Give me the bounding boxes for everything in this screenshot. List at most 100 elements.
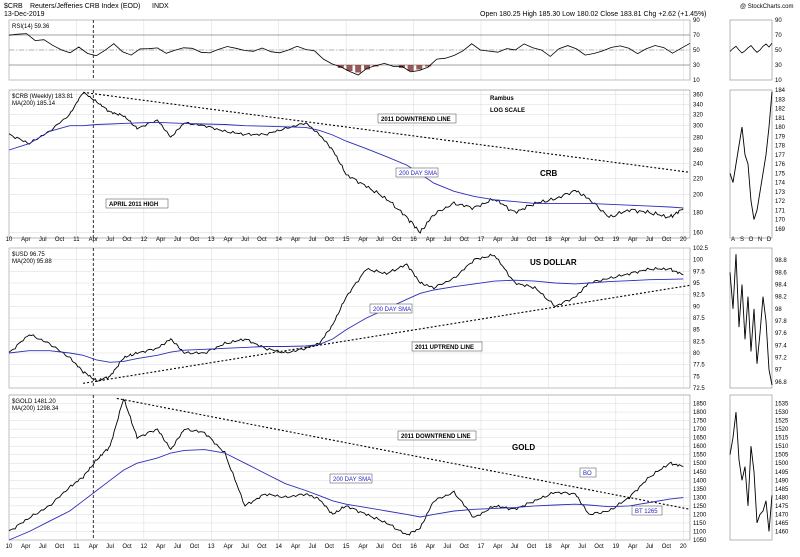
gold-panel-daily-y-tick-label: 1515 [775,436,789,442]
gold-panel-y-tick-label: 1100 [693,529,707,535]
crb-panel-price-line [8,92,684,234]
crb-panel-y-tick-label: 220 [693,176,704,182]
usd-panel-ma200-line [8,278,684,363]
x-tick-label: 15 [343,544,350,550]
usd-panel-y-tick-label: 80 [693,351,700,357]
crb-panel-daily-y-tick-label: 175 [775,171,786,177]
x-tick-label: Jul [646,544,654,550]
x-tick-label: Jul [511,237,519,243]
usd-panel-y-tick-label: 85 [693,328,700,334]
gold-panel-y-tick-label: 1350 [693,487,707,493]
usd-panel-y-tick-label: 97.5 [693,269,705,275]
x-tick-label: 19 [612,237,619,243]
x-tick-label: Apr [223,237,232,243]
x-tick-label: 12 [141,544,148,550]
usd-panel-daily-y-tick-label: 97.8 [775,319,787,325]
daily-month-label: S [740,237,744,243]
usd-panel-daily-y-tick-label: 97 [775,368,782,374]
gold-panel-daily-y-tick-label: 1465 [775,521,789,527]
header-exchange: INDX [152,3,169,10]
rsi-legend: RSI(14) 59.36 [12,24,50,30]
gold-panel-daily-y-tick-label: 1480 [775,495,789,501]
crb-panel-daily-y-tick-label: 183 [775,97,786,103]
x-tick-label: Jul [578,544,586,550]
x-tick-label: Oct [527,544,537,550]
rsi-daily-y-tick-label: 10 [775,78,782,84]
gold-panel-daily-y-tick-label: 1500 [775,461,789,467]
crb-panel-y-tick-label: 340 [693,102,704,108]
daily-month-label: N [758,237,762,243]
x-tick-label: 10 [6,237,13,243]
gold-panel-daily-y-tick-label: 1490 [775,478,789,484]
usd-panel-ma-legend: MA(200) 95.88 [12,259,52,265]
usd-panel-daily-frame [729,247,773,389]
x-tick-label: 14 [275,544,282,550]
gold-panel-y-tick-label: 1300 [693,495,707,501]
usd-panel-y-tick-label: 100 [693,258,704,264]
x-tick-label: Apr [358,544,367,550]
usd-panel-trendline [83,284,691,384]
daily-month-label: D [767,237,772,243]
x-tick-label: Apr [561,237,570,243]
x-tick-label: Jul [106,237,114,243]
gold-panel-frame [8,394,691,541]
gold-bo-label: BO [583,471,592,477]
x-tick-label: Apr [291,544,300,550]
log-scale-label: LOG SCALE [490,108,525,114]
usd-panel-daily-y-tick-label: 97.6 [775,331,787,337]
x-tick-label: Jul [39,237,47,243]
x-tick-label: Apr [493,544,502,550]
x-tick-label: Jul [511,544,519,550]
x-tick-label: Oct [55,544,65,550]
crb-trendline-label: 2011 DOWNTREND LINE [381,117,451,123]
crb-panel-y-tick-label: 240 [693,162,704,168]
x-tick-label: Oct [325,237,335,243]
x-tick-label: Jul [309,237,317,243]
gold-panel-daily-y-tick-label: 1475 [775,504,789,510]
rsi-daily-y-tick-label: 70 [775,33,782,39]
x-tick-label: 17 [478,544,485,550]
x-tick-label: Oct [459,237,469,243]
x-tick-label: 13 [208,237,215,243]
x-tick-label: 17 [478,237,485,243]
rsi-panel-y-tick-label: 70 [693,33,700,39]
gold-panel-y-tick-label: 1200 [693,512,707,518]
x-tick-label: Oct [257,544,267,550]
x-tick-label: 16 [410,544,417,550]
header-quote: Open 180.25 High 185.30 Low 180.02 Close… [480,11,707,18]
gold-panel-y-tick-label: 1250 [693,504,707,510]
rsi-daily-y-tick-label: 30 [775,63,782,69]
crb-panel-daily-y-tick-label: 180 [775,125,786,131]
crb-panel-y-tick-label: 360 [693,93,704,99]
x-tick-label: Oct [55,237,65,243]
usd-panel-y-tick-label: 82.5 [693,339,705,345]
header-name: Reuters/Jefferies CRB Index (EOD) [30,3,140,10]
gold-trendline-label-box [397,430,477,441]
crb-panel-daily-y-tick-label: 178 [775,144,786,150]
rsi-panel-y-tick-label: 90 [693,18,700,24]
gold-panel-daily-y-tick-label: 1495 [775,470,789,476]
rsi-panel-y-tick-label: 30 [693,63,700,69]
crb-ma-label-box [395,167,439,178]
x-tick-label: 19 [612,544,619,550]
usd-panel-daily-y-tick-label: 98.2 [775,295,787,301]
april-high-label-box [105,198,169,209]
usd-panel-y-tick-label: 77.5 [693,363,705,369]
crb-panel-daily-line [729,91,773,220]
x-tick-label: Oct [190,237,200,243]
x-tick-label: Jul [241,237,249,243]
x-tick-label: 11 [73,237,80,243]
x-tick-label: Oct [594,544,604,550]
crb-panel-daily-y-tick-label: 174 [775,181,786,187]
usd-panel-y-tick-label: 92.5 [693,293,705,299]
x-tick-label: Oct [459,544,469,550]
header-watermark: @ StockCharts.com [740,4,793,10]
x-tick-label: Apr [156,237,165,243]
gold-panel-y-tick-label: 1450 [693,470,707,476]
gold-panel-price-line [8,398,684,536]
rsi-panel-y-tick-label: 10 [693,78,700,84]
gold-panel-daily-y-tick-label: 1535 [775,402,789,408]
usd-panel-y-tick-label: 72.5 [693,386,705,392]
